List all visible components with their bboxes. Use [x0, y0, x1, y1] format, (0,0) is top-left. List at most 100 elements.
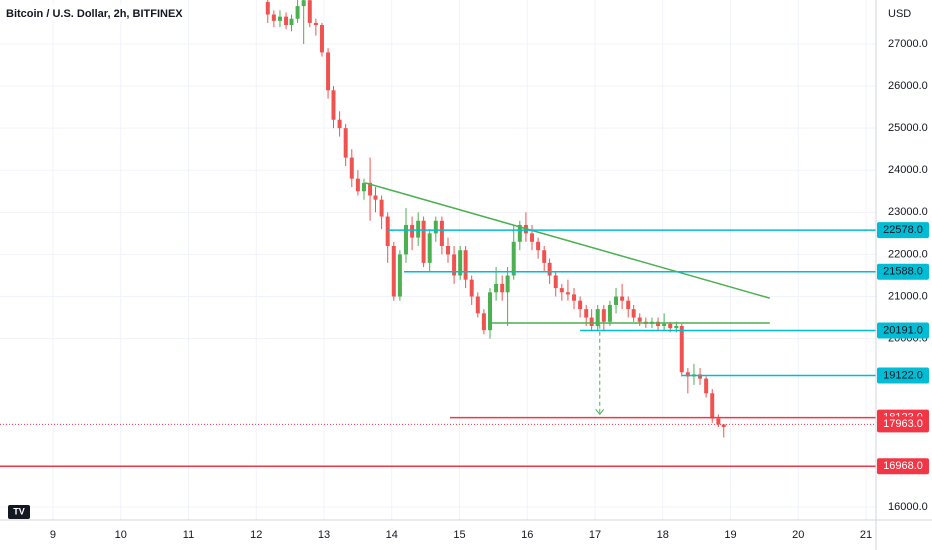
candle-body: [685, 372, 690, 377]
chart-title: Bitcoin / U.S. Dollar, 2h, BITFINEX: [6, 8, 183, 20]
candle-body: [578, 300, 583, 310]
candle-body: [494, 283, 499, 293]
logo: TV: [8, 505, 30, 519]
candle-body: [385, 216, 390, 247]
candle-body: [379, 199, 384, 217]
candle-body: [277, 16, 282, 21]
candle-body: [704, 378, 709, 394]
candle-body: [614, 296, 619, 305]
price-label: 22578.0: [883, 224, 923, 236]
x-tick-label: 19: [724, 529, 736, 541]
candle-body: [391, 246, 396, 297]
price-label: 19122.0: [883, 369, 923, 381]
y-tick-label: 16000.0: [888, 501, 928, 513]
price-label: 16968.0: [883, 460, 923, 472]
x-tick-label: 20: [792, 529, 804, 541]
candle-body: [542, 250, 547, 263]
candle-body: [331, 90, 336, 120]
x-tick-label: 14: [386, 529, 398, 541]
candle-body: [511, 241, 516, 276]
candle-body: [410, 224, 415, 238]
price-label: 17963.0: [883, 418, 923, 430]
candle-body: [488, 292, 493, 331]
candle-body: [530, 233, 535, 242]
candle-body: [265, 1, 270, 15]
candle-body: [620, 296, 625, 301]
candle-body: [319, 25, 324, 53]
candle-body: [674, 325, 679, 329]
candle-body: [416, 220, 421, 238]
candle-body: [469, 279, 474, 297]
candle-body: [631, 309, 636, 318]
x-tick-label: 16: [521, 529, 533, 541]
candle-body: [403, 224, 408, 255]
y-tick-label: 23000.0: [888, 206, 928, 218]
candle-body: [662, 323, 667, 326]
candle-body: [481, 313, 486, 331]
price-label-bg: [877, 222, 929, 239]
price-label-bg: [877, 458, 929, 475]
candle-body: [547, 262, 552, 276]
x-tick-label: 17: [589, 529, 601, 541]
candle-body: [343, 128, 348, 158]
candle-body: [445, 246, 450, 255]
candle-body: [517, 224, 522, 242]
candle-body: [679, 325, 684, 373]
candle-body: [284, 16, 289, 26]
x-tick-label: 21: [860, 529, 872, 541]
trend-line: [365, 182, 771, 299]
candle-body: [505, 275, 510, 293]
y-tick-label: 24000.0: [888, 164, 928, 176]
candle-body: [536, 241, 541, 251]
x-tick-label: 9: [50, 529, 56, 541]
candle-body: [626, 300, 631, 310]
candle-body: [656, 321, 661, 326]
candle-body: [475, 296, 480, 314]
x-tick-label: 18: [657, 529, 669, 541]
candle-body: [289, 18, 294, 26]
candle-body: [349, 157, 354, 179]
candle-body: [452, 254, 457, 276]
y-tick-label: 21000.0: [888, 290, 928, 302]
candle-body: [565, 292, 570, 295]
candle-body: [397, 254, 402, 297]
candle-body: [637, 317, 642, 322]
candle-body: [710, 393, 715, 419]
x-tick-label: 13: [318, 529, 330, 541]
candle-body: [500, 283, 505, 293]
price-label-bg: [877, 322, 929, 339]
candle-body: [433, 220, 438, 234]
candle-body: [721, 424, 726, 427]
price-label-bg: [877, 367, 929, 384]
candle-body: [559, 288, 564, 293]
grid: [0, 0, 876, 520]
candle-body: [589, 317, 594, 326]
svg-text:TV: TV: [13, 506, 25, 516]
candle-body: [368, 182, 373, 196]
candle-body: [271, 14, 276, 21]
candle-body: [355, 178, 360, 192]
candle-body: [326, 52, 331, 91]
x-tick-label: 11: [183, 529, 194, 541]
price-label: 21588.0: [883, 266, 923, 278]
candle-body: [313, 22, 318, 26]
candle-body: [553, 275, 558, 289]
y-tick-label: 25000.0: [888, 122, 928, 134]
candle-body: [307, 0, 312, 23]
candle-body: [427, 233, 432, 263]
x-tick-label: 12: [250, 529, 262, 541]
price-label-bg: [877, 416, 929, 433]
plot-area: [0, 0, 876, 467]
candle-body: [601, 309, 606, 322]
y-tick-label: 27000.0: [888, 38, 928, 50]
candle-body: [373, 195, 378, 200]
title-bg: [0, 4, 172, 22]
x-tick-label: 15: [453, 529, 465, 541]
candle-body: [572, 294, 577, 301]
candle-body: [337, 119, 342, 129]
y-tick-label: 26000.0: [888, 80, 928, 92]
arrow-head: [595, 409, 605, 416]
x-tick-label: 10: [115, 529, 127, 541]
candle-body: [421, 220, 426, 263]
